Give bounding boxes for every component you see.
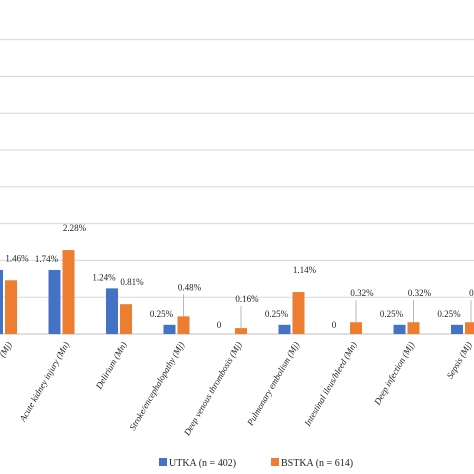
data-label: 0.32 (469, 288, 474, 298)
data-label: 1.74% (35, 254, 59, 264)
category-label: Stroke/encephalopathy (Mj) (127, 340, 186, 432)
value-labels: 4%1.46%1.74%2.28%1.24%0.81%0.25%0.48%00.… (5, 223, 474, 330)
bar-bstka (350, 322, 362, 334)
category-label: Intestinal ileus/bleed (Mn) (302, 340, 359, 429)
bar-bstka (120, 304, 132, 334)
category-labels: (Mj) Acute kidney injury (Mn) Delirium (Mn… (0, 340, 474, 438)
bar-bstka (407, 322, 420, 334)
bar-utka (163, 324, 176, 334)
category-label: Acute kidney injury (Mn) (17, 340, 71, 424)
bar-utka (48, 269, 61, 334)
bar-utka (278, 324, 291, 334)
data-label: 2.28% (63, 223, 87, 233)
data-label: 0.48% (178, 282, 202, 292)
legend-swatch-bstka (271, 458, 279, 466)
data-label: 0 (217, 320, 222, 330)
data-label: 0.25% (380, 309, 404, 319)
data-label: 0 (332, 320, 337, 330)
data-label: 0.25% (150, 309, 174, 319)
data-label: 1.24% (92, 272, 116, 282)
bar-bstka (5, 280, 17, 334)
bar-utka (451, 324, 463, 334)
bar-bstka (235, 328, 247, 334)
data-label: 1.46% (5, 253, 29, 263)
category-label: Delirium (Mn) (93, 340, 129, 392)
category-label: Deep infection (Mj) (372, 340, 417, 407)
category-label: (Mj) (0, 340, 14, 359)
legend-label-utka: UTKA (n = 402) (169, 458, 236, 469)
data-label: 1.14% (293, 265, 317, 275)
bar-utka (0, 269, 3, 334)
legend-swatch-utka (159, 458, 167, 466)
bar-bstka (292, 292, 305, 334)
bar-utka (393, 324, 406, 334)
data-label: 0.32% (350, 288, 374, 298)
category-label: Pulmonary embolism (Mj) (245, 340, 302, 428)
category-label: Sepsis (Mj) (445, 340, 474, 380)
data-label: 0.32% (408, 288, 432, 298)
bars (0, 250, 474, 334)
bar-utka (106, 288, 118, 334)
data-label: 0.25% (265, 309, 289, 319)
data-label: 0.81% (120, 277, 144, 287)
bar-bstka (177, 316, 190, 334)
bar-bstka (465, 322, 474, 334)
bar-bstka (62, 250, 75, 334)
legend: UTKA (n = 402) BSTKA (n = 614) (159, 458, 353, 469)
legend-label-bstka: BSTKA (n = 614) (281, 458, 353, 469)
data-label: 0.16% (235, 294, 259, 304)
gridlines (0, 39, 474, 335)
category-label: Deep venous thrombosis (Mj) (181, 340, 243, 438)
data-label: 0.25% (437, 309, 461, 319)
